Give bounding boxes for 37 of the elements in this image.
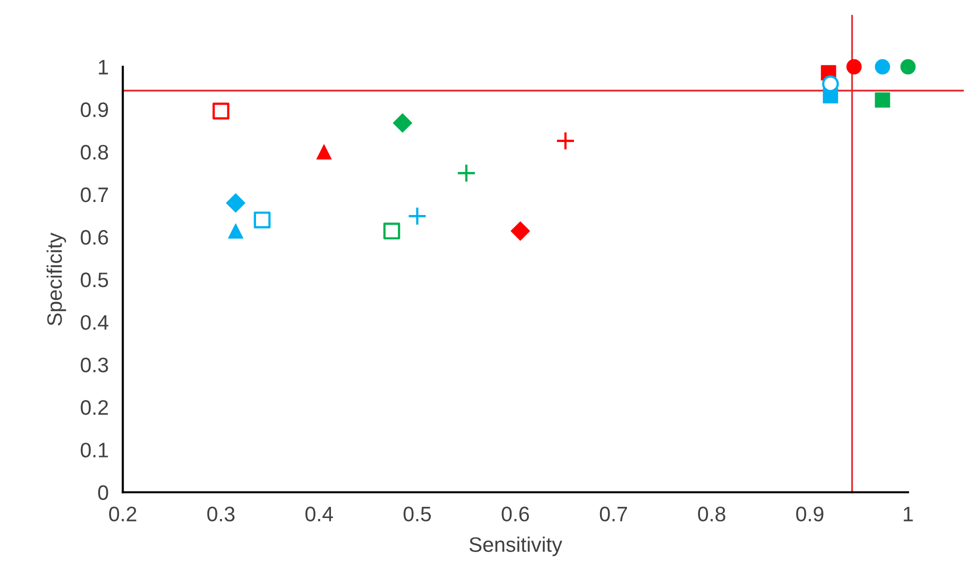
point bbox=[254, 212, 271, 228]
x-tick-label: 1 bbox=[904, 506, 913, 522]
point bbox=[556, 131, 576, 150]
point bbox=[226, 193, 246, 213]
x-axis-title: Sensitivity bbox=[469, 536, 562, 556]
x-tick-label: 0.3 bbox=[207, 506, 235, 522]
y-tick-label: 0.8 bbox=[80, 144, 108, 160]
x-tick-label: 0.6 bbox=[502, 506, 529, 522]
point bbox=[510, 221, 530, 241]
x-tick-label: 0.4 bbox=[305, 506, 333, 522]
point bbox=[874, 92, 890, 108]
x-tick-label: 0.9 bbox=[796, 506, 824, 522]
x-tick-label: 0.8 bbox=[698, 506, 726, 522]
y-tick-label: 0.2 bbox=[80, 400, 108, 415]
point bbox=[846, 59, 862, 74]
x-tick-label: 0.2 bbox=[109, 506, 136, 522]
point bbox=[900, 59, 916, 74]
point bbox=[874, 59, 890, 74]
y-tick-label: 0.9 bbox=[80, 102, 108, 118]
point bbox=[212, 102, 230, 120]
point bbox=[383, 222, 400, 240]
point bbox=[392, 113, 412, 133]
point bbox=[456, 164, 476, 183]
x-tick-label: 0.7 bbox=[600, 506, 627, 522]
y-tick-label: 0.1 bbox=[80, 442, 108, 458]
y-tick-label: 0.7 bbox=[80, 187, 108, 202]
point bbox=[408, 206, 427, 226]
y-tick-label: 0.5 bbox=[80, 272, 108, 288]
x-tick-label: 0.5 bbox=[404, 506, 431, 522]
y-tick-label: 0 bbox=[98, 485, 108, 500]
y-tick-label: 0.6 bbox=[80, 230, 108, 245]
y-tick-label: 0.4 bbox=[80, 315, 108, 330]
point bbox=[316, 144, 332, 160]
y-tick-label: 0.3 bbox=[80, 358, 108, 372]
y-axis-title: Specificity bbox=[46, 232, 66, 326]
y-tick-label: 1 bbox=[98, 60, 108, 74]
point bbox=[228, 223, 244, 239]
